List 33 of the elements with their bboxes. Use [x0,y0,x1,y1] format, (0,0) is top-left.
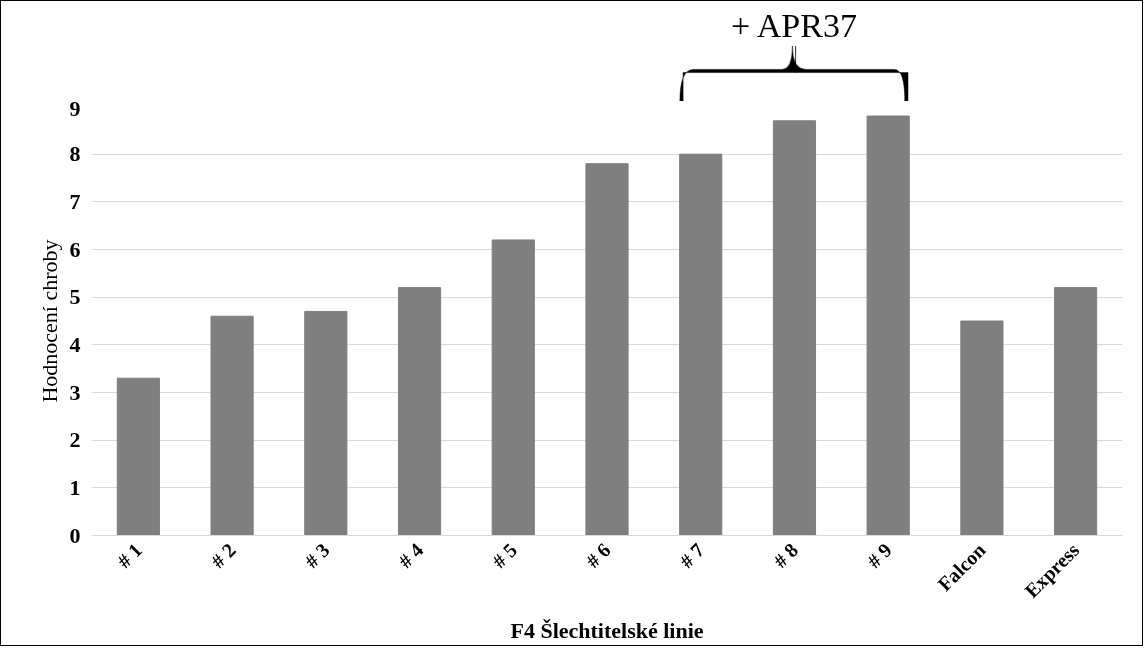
x-tick-label: # 3 [300,538,334,572]
x-tick-label: # 5 [487,538,522,572]
y-axis-title: Hodnocení chroby [36,239,62,403]
y-tick-label: 4 [69,331,81,357]
bar [210,315,254,536]
y-tick-label: 7 [69,188,81,214]
bar [866,115,910,536]
bar [304,310,348,536]
y-tick-label: 1 [69,474,81,500]
bar [679,153,723,536]
y-tick-label: 5 [69,284,81,310]
text: + APR37 [731,7,857,44]
bar [1054,287,1098,536]
bar [585,163,629,536]
bar [960,320,1004,536]
y-tick-label: 9 [69,95,81,121]
y-tick-label: 6 [69,236,81,262]
x-tick-label: # 9 [862,538,896,572]
x-tick-label: # 7 [675,538,709,572]
y-tick-label: 0 [69,522,81,548]
y-tick-label: 2 [69,427,81,453]
bar [116,377,160,536]
x-tick-label: # 8 [768,538,803,572]
x-axis-title: F4 Šlechtitelské linie [510,617,704,643]
bar [491,239,535,536]
x-tick-label: # 2 [206,538,240,572]
bar [397,287,442,536]
x-tick-label: # 4 [394,538,428,572]
y-tick-label: 3 [69,379,81,405]
x-tick-label: # 1 [112,538,147,572]
bar [772,120,817,536]
x-tick-label: # 6 [581,538,615,572]
y-tick-label: 8 [69,141,81,167]
